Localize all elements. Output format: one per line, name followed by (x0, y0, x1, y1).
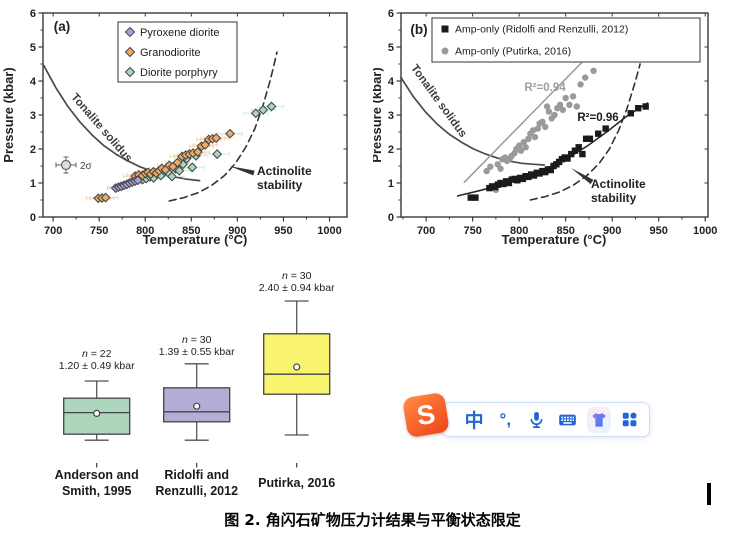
svg-text:2σ: 2σ (80, 161, 93, 172)
svg-text:R²=0.96: R²=0.96 (577, 112, 618, 124)
series-points (467, 103, 649, 201)
panel-d-kd-pressure-chart (373, 250, 745, 510)
svg-text:(b): (b) (410, 22, 427, 37)
svg-text:Temperature (°C): Temperature (°C) (502, 232, 607, 247)
svg-text:800: 800 (136, 225, 154, 237)
svg-text:700: 700 (417, 225, 435, 237)
axes: 700 750 800 850 900 950 1000 0 1 2 3 4 5 6 Temperature… (1, 8, 348, 247)
legend: Pyroxene diorite Granodiorite Diorite porp… (117, 21, 238, 83)
svg-text:n = 22: n = 22 (82, 348, 112, 360)
annotation-arrow (229, 166, 255, 176)
svg-text:Amp-only (Ridolfi and Renzulli: Amp-only (Ridolfi and Renzulli, 2012) (455, 24, 628, 36)
svg-text:(a): (a) (54, 19, 71, 34)
svg-text:Ridolfi and: Ridolfi and (164, 468, 229, 482)
svg-text:2.40 ± 0.94 kbar: 2.40 ± 0.94 kbar (259, 282, 335, 294)
sogou-logo[interactable]: S (402, 391, 450, 439)
svg-text:stability: stability (591, 191, 637, 205)
svg-text:1: 1 (30, 178, 36, 190)
svg-text:4: 4 (388, 76, 395, 88)
axes: 700 750 800 850 900 950 1000 0 1 2 3 4 5 6 Temperature… (373, 8, 717, 247)
svg-text:750: 750 (463, 225, 481, 237)
series-points (110, 175, 143, 194)
svg-text:Pyroxene diorite: Pyroxene diorite (140, 27, 220, 39)
panel-c-boxplot-chart: n = 221.20 ± 0.49 kbar Anderson and Smith,… (55, 270, 336, 498)
ime-toolbar-pill: 中 °, (442, 402, 650, 437)
svg-text:1000: 1000 (693, 225, 717, 237)
figure-caption: 图 2. 角闪石矿物压力计结果与平衡状态限定 (224, 511, 521, 529)
svg-text:1000: 1000 (317, 225, 341, 237)
svg-text:R²=0.94: R²=0.94 (524, 82, 566, 94)
box-group: n = 221.20 ± 0.49 kbar Anderson and Smith,… (55, 348, 139, 498)
series-points (93, 128, 235, 204)
svg-text:6: 6 (388, 8, 394, 20)
svg-text:750: 750 (90, 225, 108, 237)
ime-toolbar: 中 °, (402, 391, 650, 440)
svg-text:1.39 ± 0.55 kbar: 1.39 ± 0.55 kbar (159, 346, 235, 358)
box-group: n = 301.39 ± 0.55 kbar Ridolfi and Renzull… (155, 334, 238, 498)
svg-text:stability: stability (257, 178, 303, 192)
svg-text:3: 3 (388, 110, 394, 122)
svg-text:950: 950 (274, 225, 292, 237)
keyboard-icon[interactable] (556, 407, 580, 433)
svg-text:900: 900 (228, 225, 246, 237)
svg-text:Diorite porphyry: Diorite porphyry (140, 67, 218, 79)
svg-text:950: 950 (650, 225, 668, 237)
svg-text:Actinolite: Actinolite (257, 164, 312, 178)
svg-text:850: 850 (556, 225, 574, 237)
svg-text:Pressure (kbar): Pressure (kbar) (1, 67, 16, 162)
svg-text:Anderson and: Anderson and (55, 468, 139, 482)
svg-text:2: 2 (388, 144, 394, 156)
svg-text:1: 1 (388, 178, 394, 190)
svg-text:Putirka, 2016: Putirka, 2016 (258, 476, 335, 490)
panel-b-amp-only-barometer-chart: 700 750 800 850 900 950 1000 0 1 2 3 4 5 6 Temperature… (373, 8, 717, 247)
punctuation-icon[interactable]: °, (499, 409, 512, 429)
svg-text:Renzulli, 2012: Renzulli, 2012 (155, 484, 238, 498)
svg-text:5: 5 (388, 42, 394, 54)
svg-text:n = 30: n = 30 (282, 270, 312, 282)
svg-text:4: 4 (30, 76, 37, 88)
svg-text:Smith, 1995: Smith, 1995 (62, 484, 132, 498)
svg-text:Amp-only (Putirka, 2016): Amp-only (Putirka, 2016) (455, 46, 571, 58)
svg-text:0: 0 (388, 212, 394, 224)
svg-text:900: 900 (603, 225, 621, 237)
skin-icon[interactable] (586, 406, 611, 433)
toolbox-icon[interactable] (618, 407, 642, 433)
svg-text:2: 2 (30, 144, 36, 156)
svg-text:5: 5 (30, 42, 36, 54)
svg-text:Actinolite: Actinolite (591, 177, 646, 191)
svg-text:Pressure (kbar): Pressure (kbar) (373, 67, 384, 162)
language-toggle-icon[interactable]: 中 (464, 411, 484, 432)
svg-text:6: 6 (30, 8, 36, 20)
svg-text:Tonalite solidus: Tonalite solidus (68, 91, 134, 164)
text-cursor (707, 483, 711, 505)
svg-text:3: 3 (30, 110, 36, 122)
svg-text:1.20 ± 0.49 kbar: 1.20 ± 0.49 kbar (59, 360, 135, 372)
annotation-arrow (571, 168, 594, 185)
microphone-icon[interactable] (524, 407, 548, 433)
svg-text:850: 850 (182, 225, 200, 237)
svg-text:Granodiorite: Granodiorite (140, 47, 201, 59)
box-group: n = 302.40 ± 0.94 kbar Putirka, 2016 (258, 270, 335, 490)
svg-text:Temperature (°C): Temperature (°C) (143, 232, 248, 247)
svg-text:n = 30: n = 30 (182, 334, 212, 346)
panel-a-pressure-temperature-chart: 700 750 800 850 900 950 1000 0 1 2 3 4 5 6 Temperature… (1, 8, 348, 247)
svg-text:800: 800 (510, 225, 528, 237)
sigma-reference (55, 156, 77, 174)
legend: Amp-only (Ridolfi and Renzulli, 2012) Amp… (431, 17, 701, 63)
svg-text:700: 700 (44, 225, 62, 237)
svg-text:0: 0 (30, 212, 36, 224)
